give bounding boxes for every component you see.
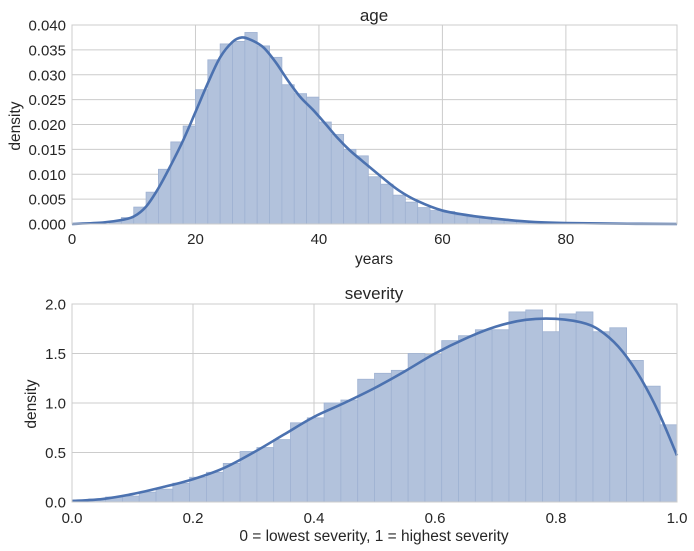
- histogram-bar: [642, 385, 661, 503]
- histogram-bar: [558, 313, 577, 503]
- histogram-bar: [256, 45, 270, 225]
- severity-histogram-bars: [71, 309, 678, 503]
- histogram-bar: [390, 369, 409, 503]
- histogram-bar: [155, 488, 174, 503]
- severity-x-tick-labels: 0.0 0.2 0.4 0.6 0.8 1.0: [62, 510, 688, 527]
- x-tick-label: 20: [187, 231, 204, 248]
- histogram-bar: [121, 495, 140, 503]
- age-y-tick-labels: 0.000 0.005 0.010 0.015 0.020 0.025 0.030 0.035…: [28, 18, 66, 234]
- histogram-bar: [525, 309, 543, 503]
- histogram-bar: [454, 214, 468, 225]
- histogram-bar: [256, 447, 275, 503]
- x-tick-label: 60: [434, 231, 451, 248]
- kde-line: [71, 36, 678, 226]
- histogram-bar: [508, 311, 527, 503]
- histogram-bar: [206, 471, 224, 503]
- age-kde-curve: [71, 36, 678, 226]
- y-tick-label: 0.0: [45, 495, 66, 512]
- histogram-bar: [407, 353, 426, 503]
- plot-border: [71, 24, 678, 225]
- y-tick-label: 0.000: [28, 217, 66, 234]
- y-tick-label: 0.015: [28, 142, 66, 159]
- histogram-bar: [466, 216, 480, 225]
- severity-kde-curve: [71, 317, 679, 503]
- age-axes-frame: [71, 24, 678, 225]
- histogram-bar: [626, 360, 644, 503]
- histogram-bar: [592, 331, 611, 503]
- histogram-bar: [429, 210, 443, 225]
- histogram-bar: [343, 148, 357, 225]
- histogram-bar: [417, 207, 431, 225]
- x-tick-label: 0.4: [304, 510, 325, 527]
- severity-axes-frame: [71, 303, 678, 503]
- histogram-bar: [424, 354, 443, 503]
- age-chart-title: age: [360, 6, 388, 25]
- x-tick-label: 80: [558, 231, 575, 248]
- histogram-bar: [542, 331, 560, 503]
- histogram-bar: [182, 125, 196, 225]
- histogram-bar: [357, 378, 375, 503]
- histogram-bar: [189, 476, 207, 503]
- histogram-bar: [340, 399, 359, 503]
- histogram-bar: [273, 439, 291, 503]
- severity-chart-title: severity: [345, 284, 404, 303]
- y-tick-label: 0.030: [28, 67, 66, 84]
- histogram-bar: [575, 311, 594, 503]
- histogram-bar: [244, 32, 258, 225]
- y-tick-label: 1.0: [45, 396, 66, 413]
- histogram-bar: [380, 183, 394, 225]
- histogram-bar: [232, 41, 246, 225]
- histogram-bar: [323, 402, 342, 503]
- histogram-bar: [404, 201, 419, 225]
- kde-line: [71, 317, 679, 503]
- y-tick-label: 0.020: [28, 117, 66, 134]
- histogram-bar: [474, 329, 493, 503]
- age-x-tick-labels: 0 20 40 60 80: [68, 231, 574, 248]
- plot-border: [71, 303, 678, 503]
- y-tick-label: 0.010: [28, 167, 66, 184]
- histogram-bar: [222, 462, 241, 503]
- histogram-bar: [374, 372, 392, 503]
- histogram-bar: [491, 329, 510, 503]
- histogram-bar: [219, 43, 233, 225]
- age-histogram-bars: [108, 32, 567, 225]
- y-tick-label: 0.005: [28, 192, 66, 209]
- histogram-bar: [281, 84, 295, 225]
- x-tick-label: 1.0: [667, 510, 688, 527]
- severity-y-tick-labels: 0.0 0.5 1.0 1.5 2.0: [45, 297, 66, 512]
- severity-chart: 0.0 0.5 1.0 1.5 2.0 0.0 0.2 0.4 0.6 0.8 1.0 sever…: [23, 284, 687, 545]
- x-tick-label: 0.6: [425, 510, 446, 527]
- histogram-bar: [367, 176, 382, 225]
- y-tick-label: 1.5: [45, 346, 66, 363]
- x-tick-label: 0.8: [546, 510, 567, 527]
- x-tick-label: 40: [311, 231, 328, 248]
- y-tick-label: 0.040: [28, 18, 66, 35]
- histogram-bar: [290, 422, 308, 503]
- severity-y-axis-label: density: [23, 379, 40, 428]
- histogram-bar: [441, 340, 459, 503]
- histogram-bar: [269, 56, 283, 225]
- histogram-bar: [207, 59, 221, 225]
- histogram-bar: [330, 134, 345, 225]
- x-tick-label: 0.2: [183, 510, 204, 527]
- histogram-bar: [392, 194, 406, 225]
- y-tick-label: 2.0: [45, 297, 66, 314]
- histogram-bar: [172, 482, 191, 503]
- y-tick-label: 0.5: [45, 445, 66, 462]
- age-x-axis-label: years: [355, 251, 393, 268]
- histogram-bar: [293, 93, 307, 225]
- severity-x-axis-label: 0 = lowest severity, 1 = highest severit…: [239, 528, 509, 545]
- age-y-axis-label: density: [7, 101, 24, 150]
- y-tick-label: 0.035: [28, 42, 66, 59]
- histogram-bar: [458, 335, 476, 503]
- histogram-bar: [138, 491, 157, 503]
- age-chart: 0.000 0.005 0.010 0.015 0.020 0.025 0.030 0.035…: [7, 6, 678, 268]
- y-tick-label: 0.025: [28, 92, 66, 109]
- x-tick-label: 0: [68, 231, 76, 248]
- histogram-bar: [306, 417, 325, 503]
- histogram-bar: [318, 121, 332, 225]
- x-tick-label: 0.0: [62, 510, 83, 527]
